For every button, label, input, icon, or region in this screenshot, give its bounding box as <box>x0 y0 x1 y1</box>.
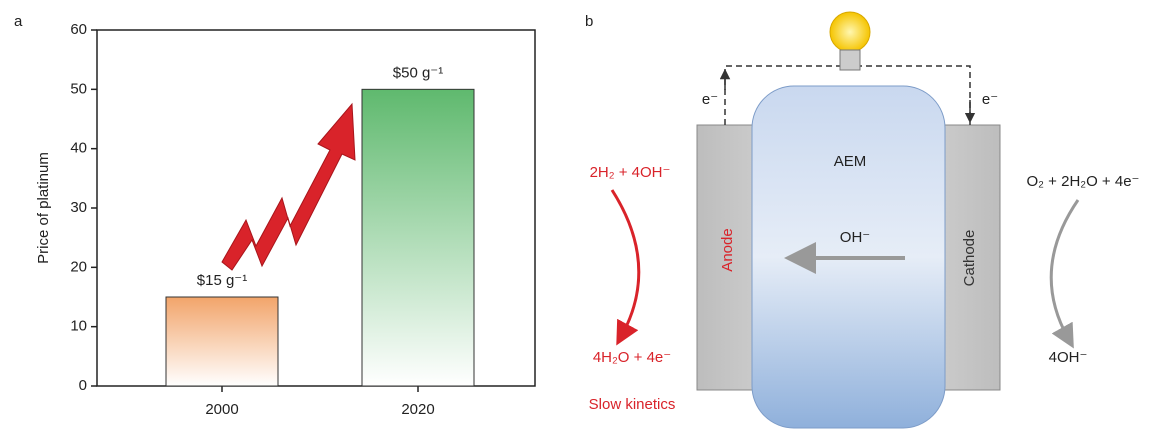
reaction-arrow <box>612 190 639 335</box>
membrane-label: AEM <box>834 153 867 170</box>
anode-label: Anode <box>719 228 736 271</box>
x-tick-label: 2000 <box>205 401 238 418</box>
x-tick-label: 2020 <box>401 401 434 418</box>
figure: a b Price of platinum 0 10 20 30 40 50 60 2000 $… <box>0 0 1163 431</box>
rising-arrow <box>222 104 355 270</box>
bar <box>166 297 278 386</box>
panel-label: a <box>14 13 23 30</box>
y-tick-label: 50 <box>70 80 87 97</box>
bulb <box>830 12 870 52</box>
reaction-arrow <box>1051 200 1078 338</box>
y-tick-label: 20 <box>70 258 87 275</box>
ion-label: OH⁻ <box>840 229 870 246</box>
reaction-text: O₂ + 2H₂O + 4e⁻ <box>1027 173 1140 190</box>
reaction-text: 2H₂ + 4OH⁻ <box>590 164 671 181</box>
electron-label: e⁻ <box>702 91 718 108</box>
bar <box>362 89 474 386</box>
y-tick-label: 30 <box>70 199 87 216</box>
cathode-label: Cathode <box>961 230 978 287</box>
panel-label: b <box>585 13 593 30</box>
cell-diagram: e⁻ e⁻ AEM OH⁻ Anode Cathode 2H₂ + 4OH⁻ 4… <box>589 12 1140 428</box>
reaction-text: 4H₂O + 4e⁻ <box>593 349 671 366</box>
y-tick-label: 0 <box>79 377 87 394</box>
y-axis-label: Price of platinum <box>35 152 52 264</box>
value-label: $50 g⁻¹ <box>393 64 443 81</box>
y-tick-label: 40 <box>70 140 87 157</box>
y-tick-label: 60 <box>70 21 87 38</box>
note: Slow kinetics <box>589 396 676 413</box>
y-tick-label: 10 <box>70 318 87 335</box>
electron-label: e⁻ <box>982 91 998 108</box>
value-label: $15 g⁻¹ <box>197 272 247 289</box>
reaction-text: 4OH⁻ <box>1049 349 1088 366</box>
bulb-base <box>840 50 860 70</box>
